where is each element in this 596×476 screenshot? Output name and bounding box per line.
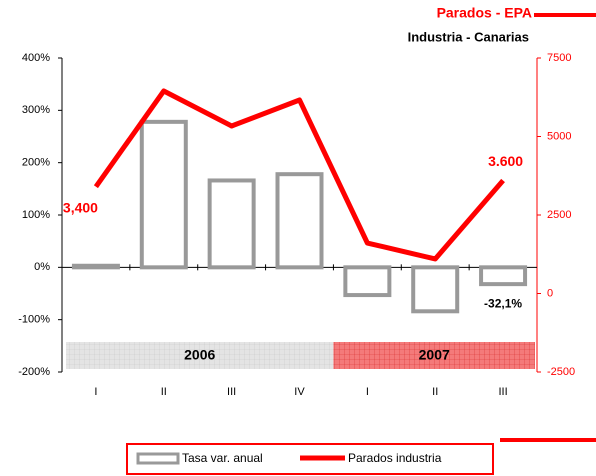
y-tick-label: 400% — [22, 52, 50, 64]
bar — [139, 119, 188, 270]
legend-label: Tasa var. anual — [182, 451, 263, 465]
legend-label: Parados industria — [348, 451, 442, 465]
data-label: -32,1% — [484, 296, 522, 310]
bar — [343, 265, 392, 298]
y2-tick-label: 7500 — [547, 52, 571, 64]
y-tick-label: -200% — [18, 366, 50, 378]
legend-swatch — [136, 452, 180, 465]
x-tick-label: IV — [294, 386, 305, 398]
x-tick-label: I — [366, 386, 369, 398]
bar — [71, 263, 120, 270]
year-label: 2006 — [184, 347, 215, 363]
y2-tick-label: 2500 — [547, 209, 571, 221]
bar — [411, 265, 460, 314]
data-label: 3.600 — [488, 153, 523, 169]
x-tick-label: II — [432, 386, 438, 398]
y-tick-label: 0% — [34, 261, 50, 273]
year-band — [66, 342, 334, 369]
x-tick-label: I — [94, 386, 97, 398]
x-tick-label: III — [227, 386, 236, 398]
y-tick-label: 300% — [22, 104, 50, 116]
chart-subtitle: Industria - Canarias — [408, 29, 529, 44]
line — [93, 88, 505, 262]
y-tick-label: 100% — [22, 209, 50, 221]
year-band — [333, 342, 535, 369]
bar — [207, 178, 256, 270]
data-label: 3,400 — [63, 199, 98, 215]
x-tick-label: III — [498, 386, 507, 398]
year-label: 2007 — [419, 347, 450, 363]
y2-tick-label: -2500 — [547, 366, 575, 378]
bar — [479, 265, 528, 287]
x-tick-label: II — [161, 386, 167, 398]
y-tick-label: -100% — [18, 314, 50, 326]
y-tick-label: 200% — [22, 157, 50, 169]
chart-title: Parados - EPA — [437, 5, 532, 21]
y2-tick-label: 5000 — [547, 130, 571, 142]
bar — [275, 172, 324, 270]
y2-tick-label: 0 — [547, 287, 553, 299]
